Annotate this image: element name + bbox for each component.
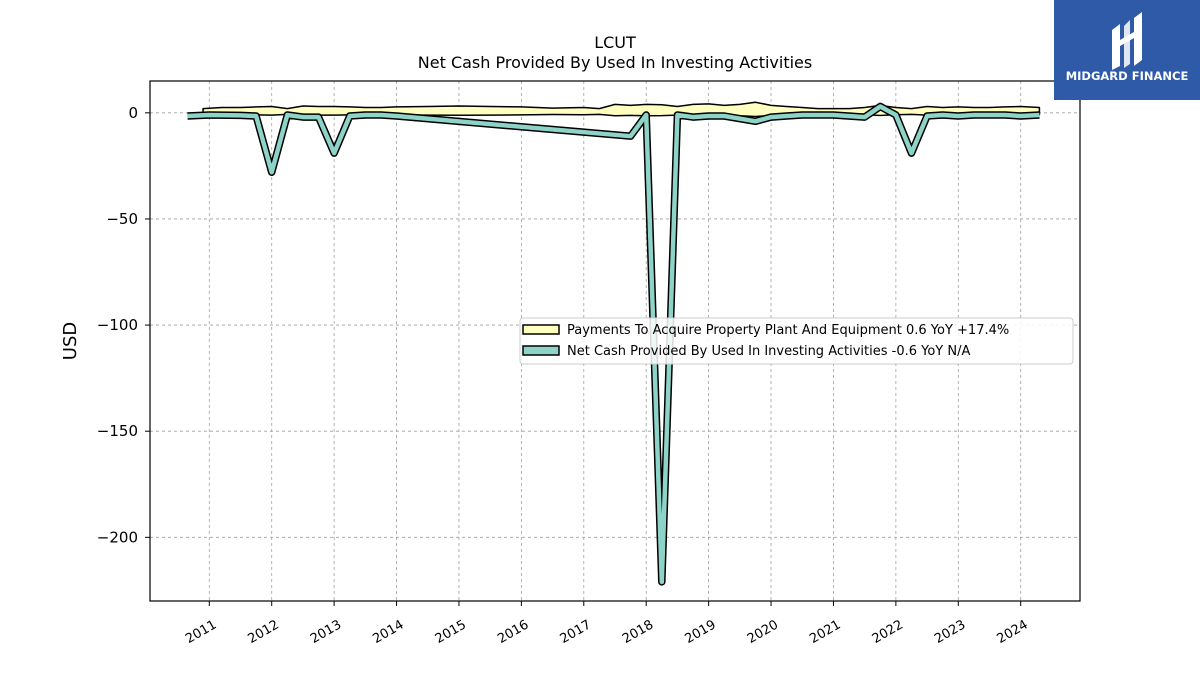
x-tick-label: 2023 (932, 617, 968, 647)
x-tick-label: 2017 (558, 617, 594, 647)
x-tick-label: 2024 (995, 617, 1031, 647)
y-tick-label: 0 (128, 104, 138, 122)
x-tick-label: 2020 (745, 617, 781, 647)
x-tick-label: 2012 (246, 617, 282, 647)
x-tick-label: 2015 (433, 617, 469, 647)
legend: Payments To Acquire Property Plant And E… (519, 317, 1074, 365)
series-capex-band (202, 101, 1041, 118)
legend-swatch (522, 345, 560, 356)
legend-swatch (522, 324, 560, 335)
x-tick-label: 2022 (870, 617, 906, 647)
series-investing-line (187, 104, 1040, 585)
chart-subtitle: Net Cash Provided By Used In Investing A… (418, 53, 812, 72)
y-tick-label: −150 (97, 422, 138, 440)
plot-frame (149, 80, 1081, 602)
x-axis: 2011 2012 2013 2014 2015 2016 2017 2018 2019 2020… (183, 601, 1031, 647)
x-tick-label: 2018 (620, 617, 656, 647)
logo-text: MIDGARD FINANCE (1065, 69, 1189, 83)
legend-box (519, 317, 1074, 365)
x-tick-label: 2016 (495, 617, 531, 647)
x-tick-label: 2019 (682, 617, 718, 647)
legend-entry-label: Payments To Acquire Property Plant And E… (567, 323, 1009, 338)
y-tick-label: −100 (97, 316, 138, 334)
x-tick-label: 2013 (308, 617, 344, 647)
x-tick-label: 2011 (183, 617, 219, 647)
y-axis-label: USD (60, 322, 81, 360)
x-tick-label: 2014 (370, 617, 406, 647)
x-tick-label: 2021 (807, 617, 843, 647)
y-tick-label: −50 (106, 210, 138, 228)
y-axis: 0 −50 −100 −150 −200 (97, 104, 150, 546)
logo-mark-icon (1112, 12, 1142, 70)
legend-entry-label: Net Cash Provided By Used In Investing A… (567, 344, 970, 359)
brand-logo: MIDGARD FINANCE (1054, 0, 1200, 100)
y-tick-label: −200 (97, 528, 138, 546)
chart-title: LCUT (594, 33, 636, 52)
plot-area (187, 101, 1041, 586)
